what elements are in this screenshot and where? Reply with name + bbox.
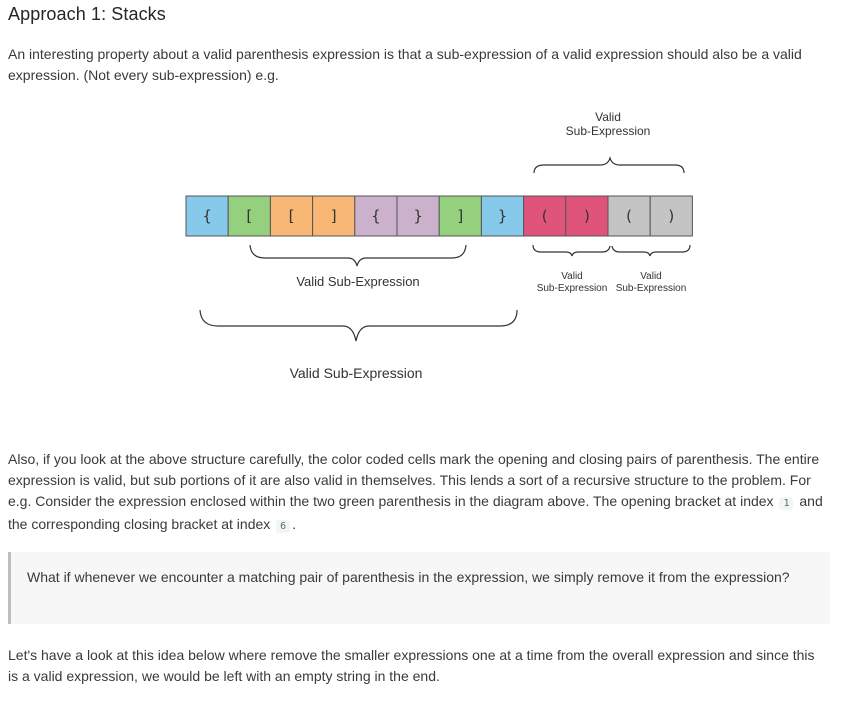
expression-cell-1 [227, 195, 271, 237]
expression-cell-4 [354, 195, 398, 237]
section-title: Approach 1: Stacks [8, 4, 166, 24]
callout-text: What if whenever we encounter a matching… [27, 569, 790, 585]
expression-cell-char-9: ) [584, 207, 590, 225]
expression-cell-char-6: ] [457, 207, 463, 225]
small-right-label-valid: Valid [640, 271, 662, 282]
expression-cell-char-2: [ [289, 207, 295, 225]
top-label-valid: Valid [595, 110, 621, 124]
outer-brace [199, 309, 518, 342]
outer-label: Valid Sub-Expression [290, 365, 423, 381]
expression-cell-8 [523, 195, 567, 237]
index-open-code: 1 [779, 497, 794, 510]
expression-cell-0 [185, 195, 229, 237]
top-brace [533, 155, 685, 174]
small-left-label-sub: Sub-Expression [537, 283, 608, 294]
top-label-sub: Sub-Expression [566, 124, 651, 138]
expression-cell-6 [438, 195, 482, 237]
expression-cell-10 [607, 195, 651, 237]
expression-cell-char-10: ( [626, 207, 632, 225]
expression-cell-char-8: ( [542, 207, 548, 225]
expression-cell-char-0: { [202, 207, 212, 225]
expression-cell-char-11: ) [668, 207, 674, 225]
expression-cell-11 [649, 195, 693, 237]
explanation-paragraph: Also, if you look at the above structure… [8, 449, 834, 537]
expression-cell-2 [269, 195, 314, 237]
small-left-label-valid: Valid [561, 271, 583, 282]
inner-brace [249, 244, 467, 267]
expression-cell-char-5: } [413, 207, 423, 225]
callout-box: What if whenever we encounter a matching… [8, 552, 830, 624]
followup-paragraph: Let's have a look at this idea below whe… [8, 647, 815, 684]
explanation-text-3: . [292, 516, 297, 532]
explanation-text-1: Also, if you look at the above structure… [8, 451, 820, 509]
small-left-brace [532, 244, 611, 257]
expression-cell-char-3: ] [331, 207, 337, 225]
parenthesis-diagram: { [ [] {}]} () () Valid Sub-Expression Valid … [185, 110, 693, 381]
index-close-code: 6 [276, 520, 291, 533]
explanation-text-2: and the corresponding closing bracket at… [8, 493, 823, 532]
intro-paragraph: An interesting property about a valid pa… [8, 46, 802, 83]
expression-cell-char-1: [ [246, 207, 252, 225]
small-right-label-sub: Sub-Expression [616, 283, 687, 294]
inner-label: Valid Sub-Expression [296, 274, 419, 289]
expression-cell-char-7: } [498, 207, 508, 225]
small-right-brace [611, 244, 691, 257]
expression-cell-char-4: { [371, 207, 381, 225]
expression-cells: { [ [] {}]} () () [185, 195, 693, 237]
